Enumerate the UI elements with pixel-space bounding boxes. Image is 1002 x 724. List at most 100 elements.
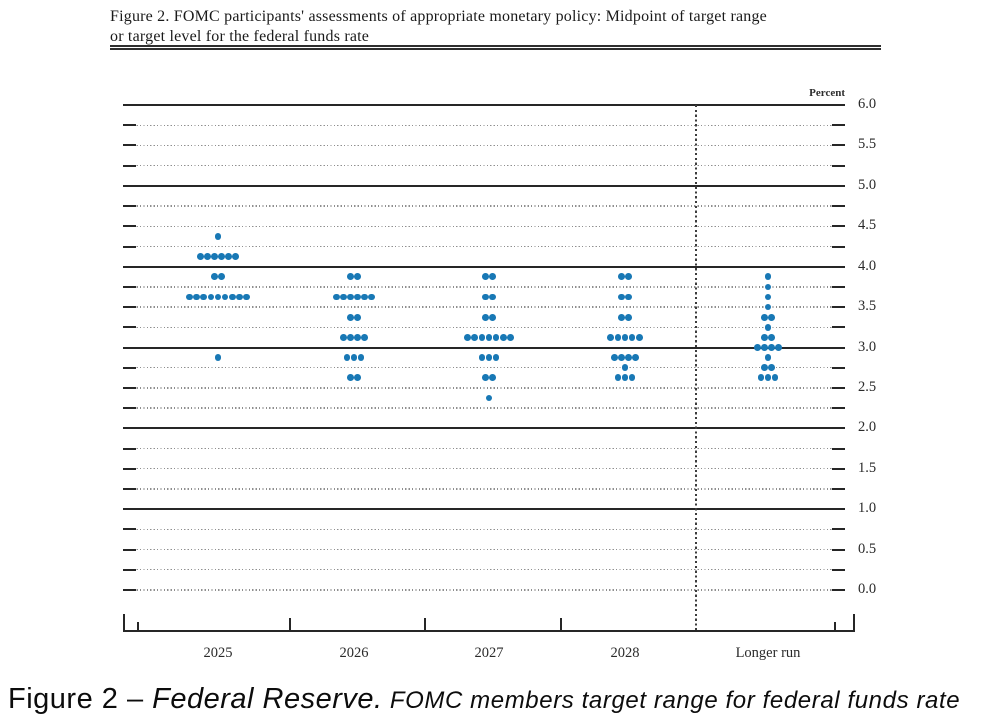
- gridline-dotted-4.50: [123, 225, 845, 227]
- dot-2025-4.125: [203, 253, 211, 260]
- dot-longer-run-2.75: [768, 364, 775, 372]
- gridline-dotted-0.75: [123, 528, 845, 531]
- y-tick-right-2.25: [832, 407, 845, 410]
- y-tick-left-5.25: [123, 164, 136, 167]
- x-axis-tick: [853, 614, 855, 630]
- x-axis-tick: [834, 622, 836, 630]
- y-tick-right-5.50: [832, 144, 845, 147]
- x-axis-tick: [137, 622, 139, 630]
- dot-longer-run-2.625: [764, 374, 772, 382]
- dot-2028-2.625: [621, 374, 629, 382]
- dot-2028-3.125: [614, 334, 622, 341]
- x-axis-label-longer-run: Longer run: [735, 645, 801, 661]
- dot-longer-run-3.875: [764, 273, 772, 281]
- y-axis-label-5.0: 5.0: [858, 176, 877, 193]
- dot-2027-3.125: [506, 334, 514, 341]
- y-axis-label-6.0: 6.0: [858, 96, 877, 112]
- dot-2027-2.375: [485, 394, 493, 402]
- dot-2025-3.625: [228, 293, 236, 301]
- y-axis-label-0.0: 0.0: [858, 581, 877, 597]
- title-divider-rule: [110, 45, 881, 50]
- dot-2027-3.125: [492, 334, 500, 341]
- y-tick-left-1.25: [123, 488, 136, 490]
- dot-2026-3.625: [361, 293, 368, 301]
- gridline-dotted-5.25: [123, 164, 845, 167]
- gridline-dotted-3.75: [123, 286, 845, 288]
- gridline-dotted-2.75: [123, 367, 845, 369]
- y-tick-right-3.25: [832, 326, 845, 329]
- dot-longer-run-3.375: [761, 313, 768, 321]
- dot-2026-3.625: [339, 293, 347, 301]
- dot-2026-3.125: [339, 334, 347, 341]
- dot-2026-2.625: [347, 374, 354, 382]
- y-tick-left-4.25: [123, 245, 136, 248]
- dot-longer-run-3: [753, 344, 761, 351]
- dot-2028-3.625: [625, 293, 632, 301]
- y-tick-right-1.25: [832, 488, 845, 490]
- dot-2027-3.875: [482, 273, 489, 281]
- dot-2026-3.625: [354, 293, 361, 301]
- dot-2026-3.125: [347, 334, 354, 341]
- dot-2025-3.625: [200, 293, 208, 301]
- gridline-dotted-0.50: [123, 548, 845, 551]
- dot-2025-3.875: [211, 273, 218, 281]
- y-axis-label-4.5: 4.5: [858, 217, 877, 234]
- longer-run-separator: [695, 105, 697, 630]
- x-axis-label-2026: 2026: [339, 645, 369, 661]
- dot-2028-3.125: [628, 334, 636, 341]
- y-axis-unit-label: Percent: [809, 87, 845, 99]
- y-tick-right-5.75: [832, 124, 845, 127]
- gridline-dotted-2.25: [123, 407, 845, 409]
- gridline-dotted-4.75: [123, 205, 845, 207]
- gridline-solid-2.0: [123, 427, 845, 430]
- dot-2028-3.875: [618, 273, 625, 281]
- dot-2026-2.625: [354, 374, 361, 382]
- dot-longer-run-3: [761, 344, 768, 351]
- y-tick-left-4.50: [123, 225, 136, 228]
- dot-2025-4.375: [214, 233, 222, 240]
- dot-2025-3.625: [235, 293, 243, 301]
- dot-longer-run-3: [775, 344, 782, 351]
- y-tick-left-0.75: [123, 528, 136, 531]
- dot-2028-3.625: [618, 293, 625, 301]
- dot-2027-3.125: [478, 334, 486, 341]
- figure-title: Figure 2. FOMC participants' assessments…: [110, 7, 900, 46]
- dot-2025-3.875: [218, 273, 225, 281]
- y-tick-right-3.75: [832, 285, 845, 288]
- gridline-dotted-1.75: [123, 447, 845, 450]
- y-tick-left-2.25: [123, 407, 136, 410]
- y-axis-label-0.5: 0.5: [858, 540, 877, 557]
- gridline-dotted-1.50: [123, 468, 845, 470]
- dot-2026-2.875: [357, 354, 365, 361]
- figure-title-line2: or target level for the federal funds ra…: [110, 27, 370, 45]
- y-tick-left-4.75: [123, 205, 136, 207]
- dot-2027-3.375: [482, 313, 489, 321]
- gridline-solid-3.0: [123, 346, 845, 349]
- dot-2028-2.75: [621, 364, 629, 372]
- dot-2025-4.125: [211, 253, 218, 260]
- dot-2028-2.625: [628, 374, 636, 382]
- x-axis-line: [123, 630, 855, 632]
- y-axis-label-1.5: 1.5: [858, 459, 877, 476]
- dot-2027-3.125: [499, 334, 507, 341]
- y-tick-right-0.25: [832, 568, 845, 571]
- y-tick-left-5.75: [123, 124, 136, 127]
- y-tick-right-0.75: [832, 528, 845, 531]
- dot-2026-3.875: [354, 273, 361, 281]
- y-tick-left-0.00: [123, 589, 136, 591]
- y-tick-right-3.50: [832, 306, 845, 309]
- y-tick-left-0.50: [123, 548, 136, 551]
- caption-source: Federal Reserve.: [152, 683, 383, 715]
- dot-longer-run-2.625: [757, 374, 765, 382]
- y-tick-right-0.50: [832, 548, 845, 551]
- caption-figure-label: Figure 2 –: [8, 683, 153, 715]
- y-axis-label-2.0: 2.0: [858, 419, 877, 436]
- y-axis-label-3.5: 3.5: [858, 298, 877, 315]
- dot-longer-run-3.375: [768, 313, 775, 321]
- dot-longer-run-3.625: [764, 293, 772, 301]
- y-tick-left-2.50: [123, 386, 136, 389]
- gridline-dotted-1.25: [123, 488, 845, 490]
- y-tick-left-3.50: [123, 306, 136, 309]
